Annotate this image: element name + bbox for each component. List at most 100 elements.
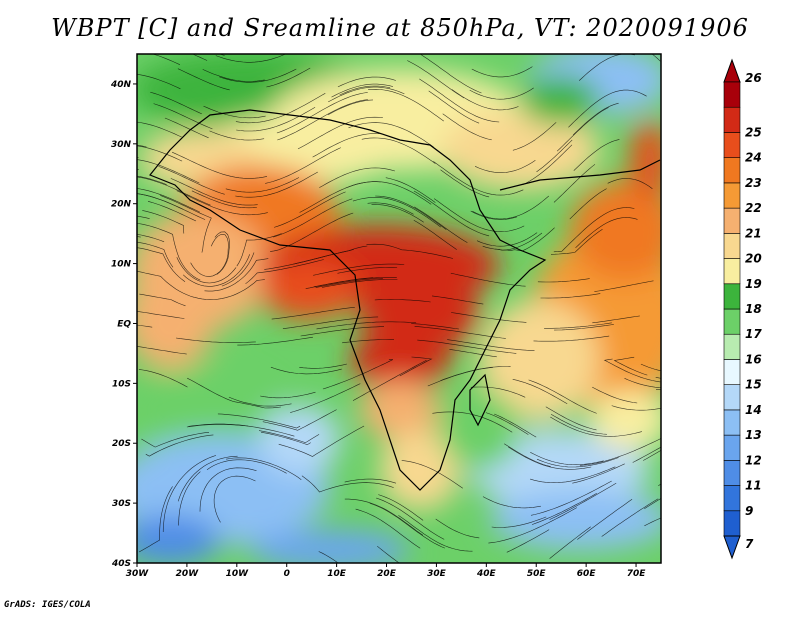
colorbar-label: 11 xyxy=(745,479,762,493)
colorbar: 7 9 11 12 13 14 15 16 17 18 19 20 21 22 23 24 25 26 xyxy=(723,58,762,560)
streamline xyxy=(348,122,434,148)
colorbar-swatch xyxy=(723,233,741,259)
lon-tick-label: 40E xyxy=(476,569,497,579)
streamline xyxy=(575,217,638,249)
streamline xyxy=(449,349,497,358)
streamline xyxy=(137,270,195,298)
colorbar-label: 20 xyxy=(745,252,762,266)
streamline xyxy=(137,222,201,281)
streamline xyxy=(139,293,186,307)
streamline xyxy=(235,93,326,124)
streamline xyxy=(442,113,492,141)
streamline xyxy=(137,346,187,355)
streamline xyxy=(376,497,445,540)
lon-tick-label: 30E xyxy=(427,569,447,579)
colorbar-label: 23 xyxy=(745,176,762,190)
streamline xyxy=(137,193,206,220)
colorbar-swatch xyxy=(723,207,741,234)
streamline xyxy=(158,166,225,195)
streamline xyxy=(137,188,200,213)
coastline xyxy=(149,109,661,491)
streamline xyxy=(611,405,661,411)
streamline xyxy=(319,167,395,188)
streamline xyxy=(407,60,465,99)
colorbar-label: 26 xyxy=(745,71,762,85)
streamline xyxy=(545,406,597,431)
colorbar-label: 25 xyxy=(745,125,762,139)
streamline xyxy=(137,159,200,184)
streamline xyxy=(601,498,659,537)
colorbar-label: 13 xyxy=(745,428,762,442)
streamline xyxy=(199,467,257,512)
streamline xyxy=(145,434,214,457)
streamline xyxy=(137,145,183,162)
lat-tick-label: 30S xyxy=(112,499,131,509)
streamline xyxy=(147,201,197,222)
colorbar-swatch xyxy=(723,359,741,385)
streamline xyxy=(554,324,614,331)
streamline xyxy=(339,85,391,96)
streamline xyxy=(218,54,225,56)
streamline xyxy=(569,188,607,220)
streamline xyxy=(528,379,597,414)
streamline xyxy=(202,69,265,82)
streamline xyxy=(549,482,617,520)
streamline xyxy=(413,220,457,250)
streamline xyxy=(153,103,213,130)
colorbar-top-arrow xyxy=(723,58,741,83)
streamline xyxy=(544,322,612,329)
streamline xyxy=(315,278,383,288)
lon-tick-label: 60E xyxy=(577,569,597,579)
streamline xyxy=(375,195,447,230)
streamline xyxy=(138,369,188,388)
streamline xyxy=(433,198,525,233)
streamline xyxy=(162,455,217,533)
colorbar-label: 17 xyxy=(745,327,762,341)
streamline xyxy=(474,160,536,173)
streamline xyxy=(494,413,537,438)
streamline xyxy=(305,277,397,289)
streamline xyxy=(504,443,551,467)
lat-tick-label: 10S xyxy=(112,379,131,389)
streamline xyxy=(137,241,174,268)
streamline xyxy=(572,463,625,484)
streamline xyxy=(482,232,543,251)
streamline xyxy=(190,233,229,277)
streamlines xyxy=(137,54,661,563)
streamline xyxy=(313,263,405,276)
streamline xyxy=(278,425,365,457)
colorbar-label: 14 xyxy=(745,403,762,417)
streamline xyxy=(573,139,620,171)
streamline xyxy=(435,518,480,539)
streamline xyxy=(378,494,424,521)
streamline xyxy=(217,413,301,429)
streamline xyxy=(236,233,282,267)
streamline xyxy=(235,171,318,198)
streamline xyxy=(182,254,250,287)
streamline xyxy=(419,78,500,123)
streamline xyxy=(352,359,427,401)
streamline xyxy=(191,190,257,209)
streamline xyxy=(411,323,459,330)
streamline xyxy=(321,279,398,288)
grads-credit: GrADS: IGES/COLA xyxy=(4,600,91,610)
streamline xyxy=(432,411,513,433)
streamline xyxy=(594,280,654,292)
streamline xyxy=(377,545,400,563)
colorbar-swatch xyxy=(723,258,741,285)
streamline xyxy=(536,139,573,173)
streamline xyxy=(258,430,320,444)
lon-tick-label: 70E xyxy=(627,569,647,579)
streamline xyxy=(219,68,297,83)
streamline xyxy=(137,236,141,238)
streamline xyxy=(271,307,355,320)
streamline xyxy=(188,423,249,427)
streamline xyxy=(226,457,302,480)
streamline xyxy=(476,232,538,247)
colorbar-label: 12 xyxy=(745,453,762,467)
streamline xyxy=(176,190,268,216)
streamline xyxy=(187,377,281,409)
streamline xyxy=(644,498,661,510)
streamline xyxy=(556,107,609,152)
